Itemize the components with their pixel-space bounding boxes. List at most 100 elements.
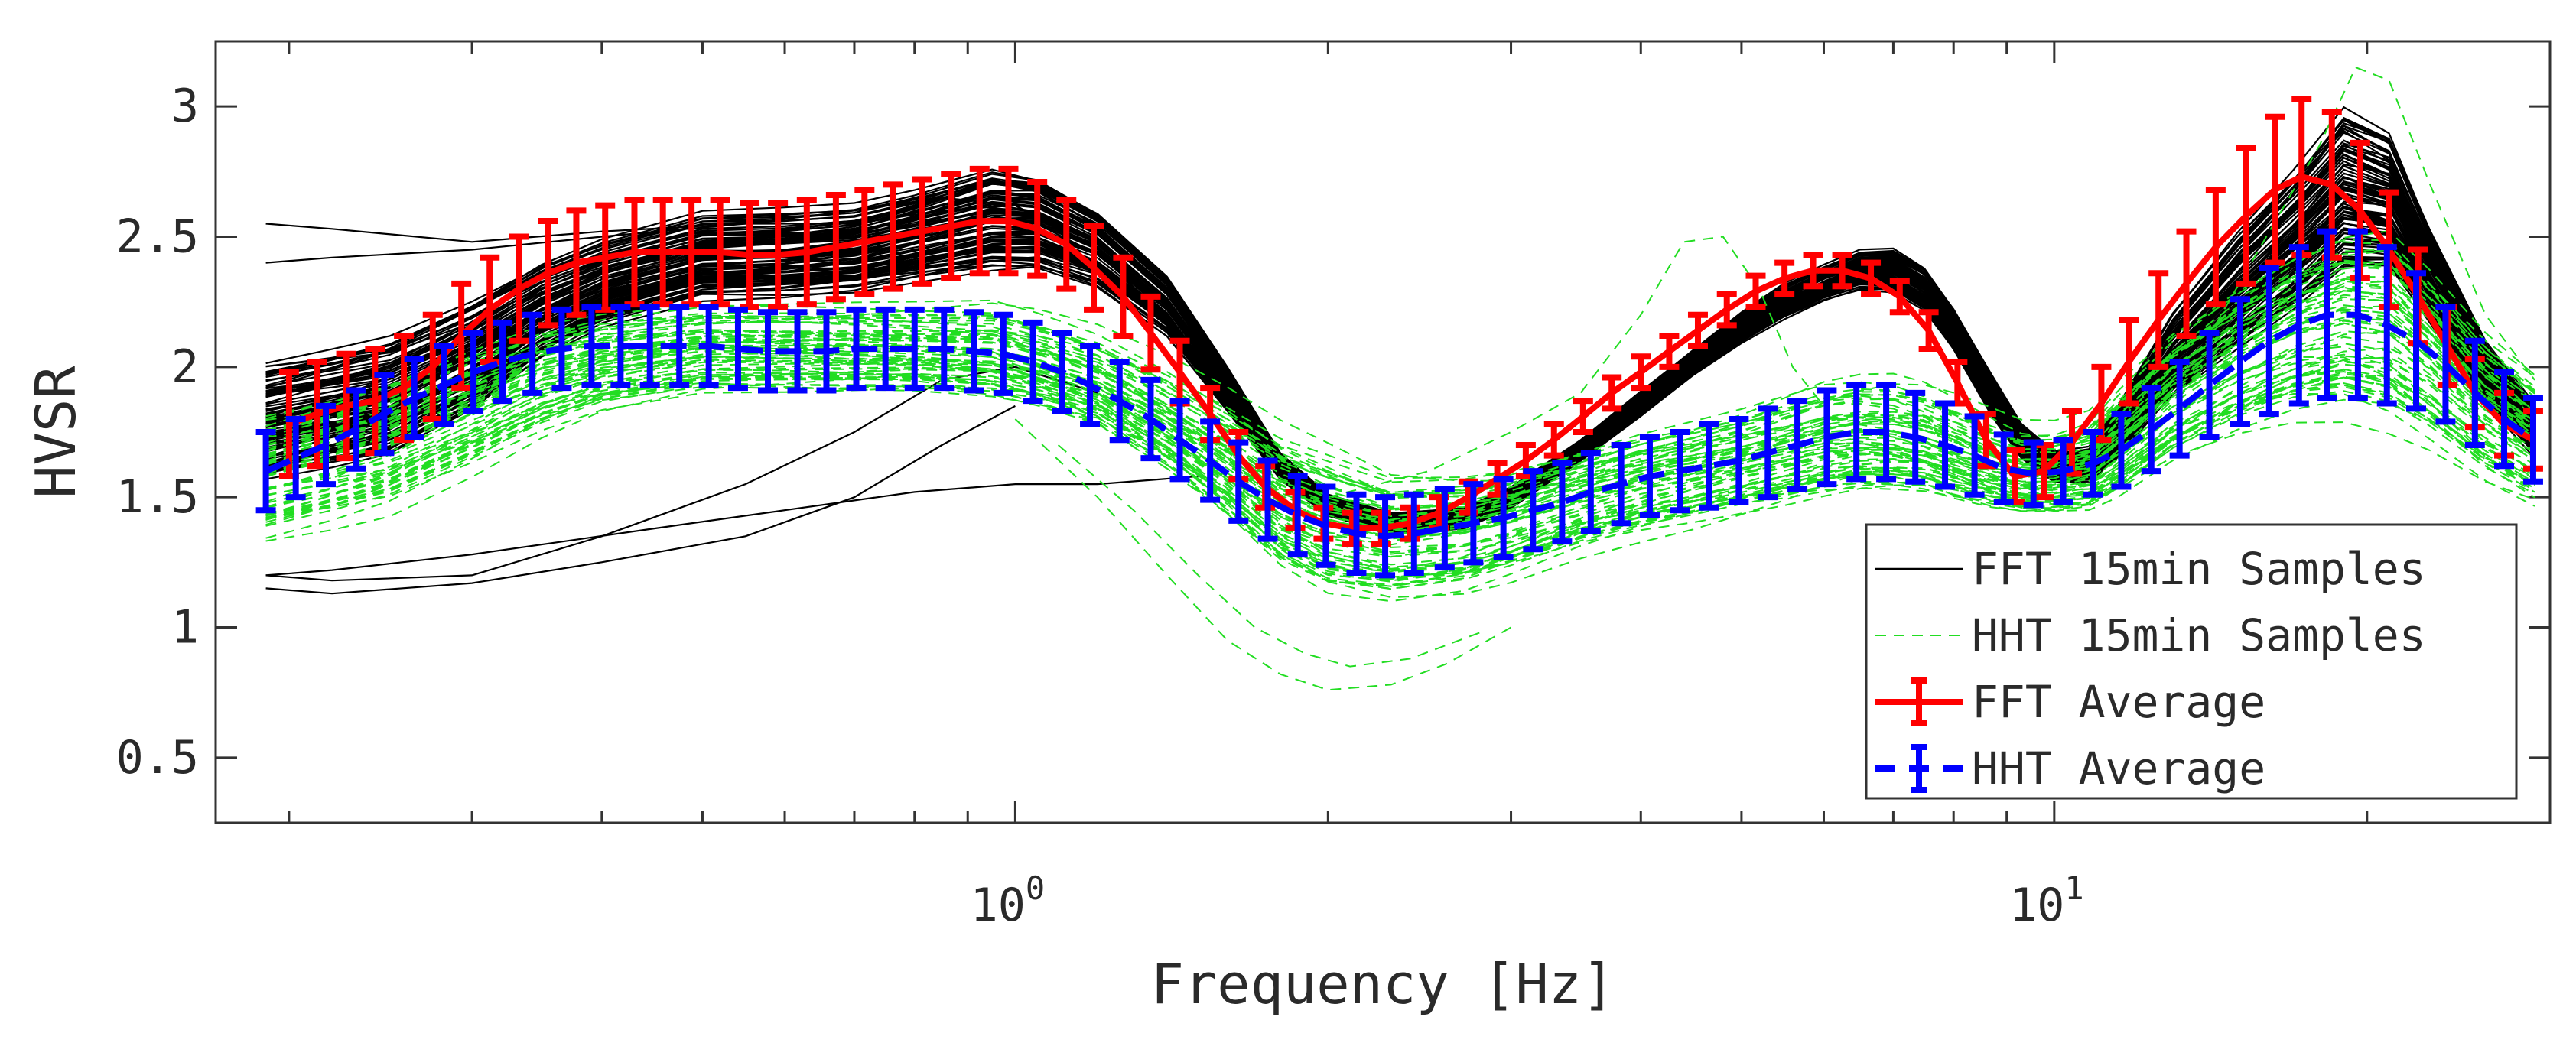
legend-label: HHT 15min Samples <box>1972 609 2426 661</box>
error-bar <box>255 429 276 514</box>
error-bar <box>610 304 631 388</box>
error-bar <box>964 309 984 394</box>
sample-curve <box>265 266 2535 511</box>
error-bar <box>2230 296 2250 427</box>
error-bar <box>1023 319 1043 405</box>
error-bar <box>2464 337 2485 449</box>
y-axis-label: HVSR <box>24 366 88 499</box>
error-bar <box>854 187 875 297</box>
sample-curve <box>265 239 2535 483</box>
error-bar <box>727 306 748 392</box>
sample-curve <box>265 346 2535 554</box>
sample-curve <box>265 359 2535 555</box>
error-bar <box>998 165 1019 277</box>
error-bar <box>1052 330 1072 414</box>
error-bar <box>1080 343 1101 427</box>
error-bar <box>1817 387 1837 488</box>
error-bar <box>2111 411 2132 490</box>
sample-curve <box>265 384 2535 590</box>
average-line <box>265 311 2535 540</box>
error-bar <box>566 207 587 318</box>
x-tick-label: 100 <box>971 869 1046 932</box>
x-tick-label: 101 <box>2009 869 2084 932</box>
error-bar <box>1745 272 1766 310</box>
sample-curve <box>265 363 2535 582</box>
error-bar <box>1523 468 1543 553</box>
error-bar <box>1729 415 1749 505</box>
legend-item: HHT 15min Samples <box>1875 609 2426 661</box>
sample-curve <box>265 372 2535 580</box>
error-bar <box>1774 259 1795 297</box>
error-bar <box>2176 228 2197 339</box>
sample-curve <box>265 249 2535 496</box>
error-bar <box>493 319 513 405</box>
sample-curve <box>265 308 2535 542</box>
error-bar <box>2053 437 2073 505</box>
sample-curve <box>265 375 2535 582</box>
error-bar <box>1434 486 1455 571</box>
error-bar <box>1346 491 1367 576</box>
error-bar <box>1552 460 1573 545</box>
error-bar <box>1631 353 1651 392</box>
error-bar <box>934 306 955 392</box>
error-bar <box>1861 259 1882 297</box>
error-bar <box>1832 252 1852 290</box>
error-bar <box>1716 291 1737 329</box>
error-bar <box>669 304 690 388</box>
sample-curve <box>265 323 2535 539</box>
error-bar <box>2169 359 2190 459</box>
error-bar <box>1758 405 1778 501</box>
sample-curve <box>265 261 2535 493</box>
sample-curve <box>265 280 2535 531</box>
error-bar <box>1803 252 1823 290</box>
error-bar <box>1257 457 1278 542</box>
sample-curve <box>265 356 2535 548</box>
error-bar <box>336 350 356 462</box>
error-bar <box>1905 389 1926 485</box>
sample-curve <box>265 264 2535 524</box>
error-bar <box>2288 244 2309 407</box>
error-bar <box>2265 113 2285 266</box>
error-bar <box>1935 400 1956 490</box>
error-bar <box>2406 270 2427 412</box>
error-bar <box>904 306 925 392</box>
error-bar <box>1403 491 1424 576</box>
plot-area <box>255 66 2543 691</box>
error-bar <box>551 306 572 392</box>
sample-curve-outlier <box>1014 418 1511 691</box>
error-bar <box>422 311 443 422</box>
sample-curve <box>265 150 2535 521</box>
sample-curve-outlier <box>265 197 1098 264</box>
error-bar <box>404 356 424 440</box>
error-bar <box>993 311 1013 396</box>
legend-label: HHT Average <box>1972 742 2265 794</box>
sample-curve <box>265 241 2535 479</box>
error-bar <box>538 218 558 329</box>
error-bar <box>2522 395 2543 485</box>
error-bar <box>2205 187 2226 308</box>
error-bar <box>346 387 366 472</box>
sample-curve <box>265 259 2535 497</box>
error-bar <box>1027 178 1048 279</box>
sample-curve <box>265 290 2535 522</box>
sample-curve <box>265 387 2535 578</box>
error-bar <box>2023 439 2044 509</box>
legend: FFT 15min Samples HHT 15min Samples FFT Av… <box>1865 523 2518 800</box>
hht-average-series <box>255 228 2543 579</box>
error-bar <box>1659 332 1680 370</box>
legend-item: FFT Average <box>1875 676 2265 728</box>
sample-curve <box>265 382 2535 587</box>
y-axis-ticks: 0.5 1 1.5 2 2.5 3 <box>116 80 2550 785</box>
y-tick-label: 3 <box>171 80 199 133</box>
legend-label: FFT 15min Samples <box>1972 543 2426 595</box>
sample-curve <box>265 336 2535 555</box>
error-bar <box>875 306 896 392</box>
error-bar <box>1084 223 1104 313</box>
sample-curve <box>265 262 2535 483</box>
error-bar <box>285 415 306 501</box>
error-bar <box>2347 228 2368 401</box>
x-axis-label: Frequency [Hz] <box>1151 952 1615 1016</box>
error-bar <box>969 165 990 277</box>
error-bar <box>1228 439 1249 524</box>
error-bar <box>757 309 778 394</box>
